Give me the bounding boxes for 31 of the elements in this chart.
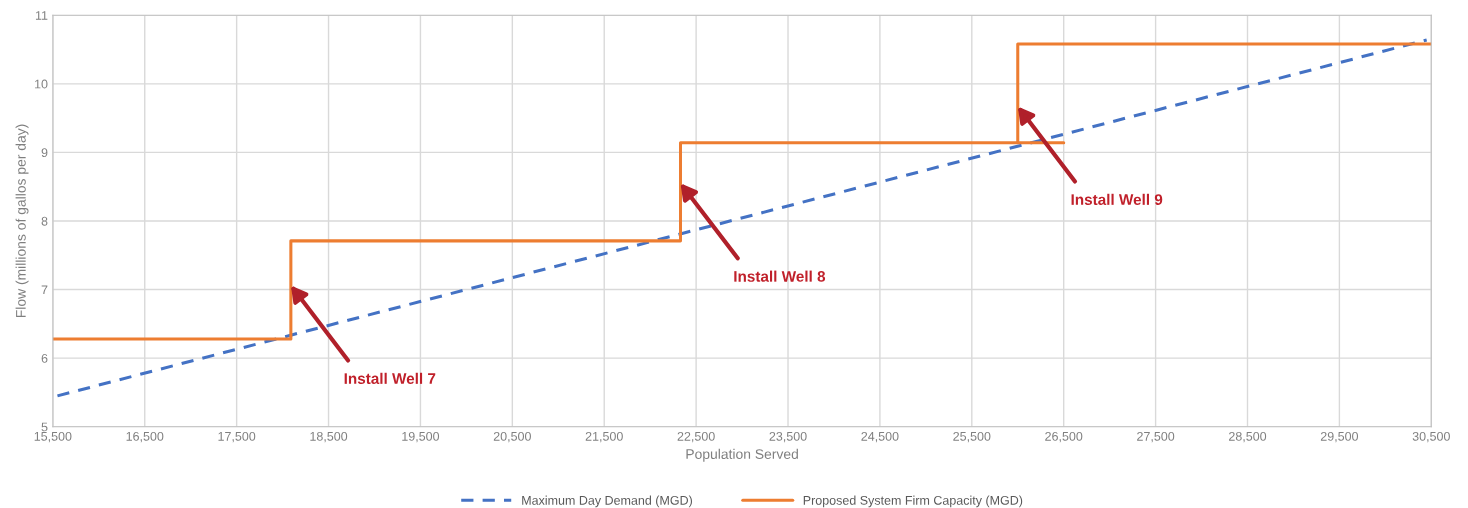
x-tick-label: 15,500	[34, 431, 72, 443]
annotation: Install Well 7	[344, 372, 436, 384]
annotation: Install Well 8	[734, 270, 826, 282]
line-series	[52, 42, 1432, 341]
x-tick-label: 19,500	[402, 431, 440, 443]
x-tick-label: 24,500	[861, 431, 899, 443]
legend-label: Proposed System Firm Capacity (MGD)	[803, 495, 1023, 508]
x-tick-label: 17,500	[218, 431, 256, 443]
y-axis-title: Flow (millions of gallos per day)	[15, 124, 29, 318]
x-tick-label: 21,500	[585, 431, 623, 443]
x-tick-label: 29,500	[1320, 431, 1359, 443]
annotation: Install Well 9	[1071, 193, 1163, 205]
x-tick-label: 20,500	[493, 431, 531, 443]
x-tick-label: 30,500	[1412, 431, 1450, 443]
y-tick-label: 7	[41, 285, 48, 295]
y-tick-label: 10	[35, 79, 48, 89]
x-tick-label: 23,500	[769, 431, 807, 443]
y-tick-label: 6	[41, 353, 48, 363]
x-tick-label: 16,500	[126, 431, 164, 443]
x-tick-label: 18,500	[310, 431, 348, 443]
x-tick-label: 22,500	[677, 431, 715, 443]
x-tick-label: 27,500	[1137, 431, 1175, 443]
y-tick-label: 9	[41, 148, 48, 158]
y-tick-label: 8	[41, 216, 48, 226]
x-tick-label: 28,500	[1229, 431, 1267, 443]
x-tick-label: 26,500	[1045, 431, 1083, 443]
y-tick-label: 5	[41, 422, 48, 432]
x-tick-label: 25,500	[953, 431, 991, 443]
x-axis-title: Population Served	[686, 448, 798, 462]
y-tick-label: 11	[35, 11, 48, 20]
legend-label: Maximum Day Demand (MGD)	[522, 495, 692, 508]
